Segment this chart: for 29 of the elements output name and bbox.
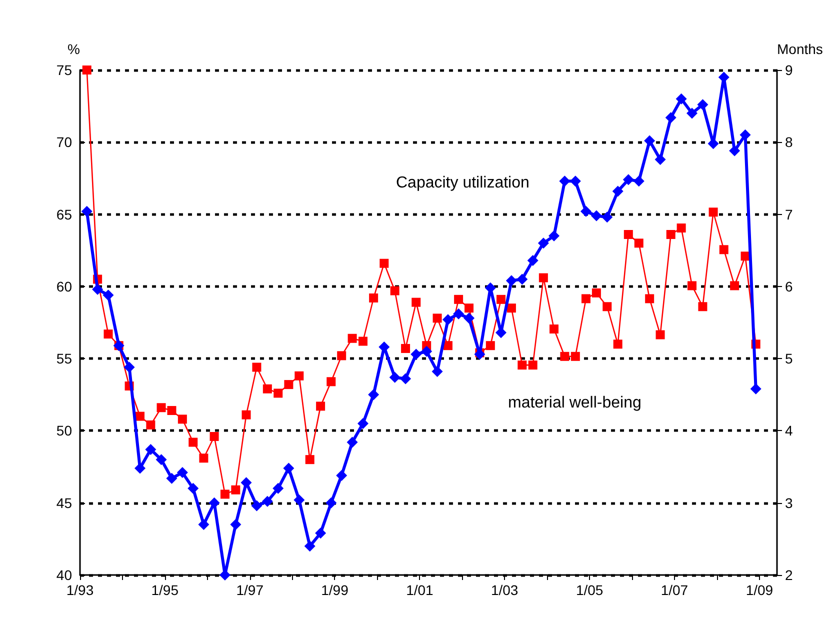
y2-tick-label: 9: [785, 62, 793, 78]
y2-tick-label: 7: [785, 206, 793, 222]
x-tick-label: 1/97: [236, 582, 264, 598]
x-tick-label: 1/07: [660, 582, 688, 598]
y-axis-title: %: [68, 41, 80, 57]
y2-tick-label: 5: [785, 350, 793, 367]
y2-tick-label: 2: [785, 567, 793, 583]
series-label: material well-being: [508, 394, 642, 412]
y-tick-label: 75: [56, 62, 72, 78]
y-tick-label: 45: [56, 494, 72, 511]
y-tick-label: 70: [56, 134, 72, 150]
y-tick-label: 65: [56, 206, 72, 222]
x-tick-label: 1/09: [746, 582, 774, 598]
y-tick-label: 60: [56, 278, 72, 294]
y-tick-label: 40: [56, 567, 72, 583]
x-tick-label: 1/01: [406, 582, 434, 598]
series-label: Capacity utilization: [396, 174, 530, 192]
y2-tick-label: 6: [785, 278, 793, 294]
y-tick-label: 55: [56, 350, 72, 367]
y2-axis-title: Months: [777, 41, 823, 57]
x-tick-label: 1/95: [151, 582, 179, 598]
x-tick-label: 1/03: [490, 582, 518, 598]
x-tick-label: 1/05: [576, 582, 604, 598]
y-tick-label: 50: [56, 422, 72, 439]
x-tick-label: 1/99: [321, 582, 349, 598]
y2-tick-label: 8: [785, 134, 793, 150]
x-tick-label: 1/93: [66, 582, 94, 598]
y2-tick-label: 3: [785, 494, 793, 511]
y2-tick-label: 4: [785, 422, 793, 439]
